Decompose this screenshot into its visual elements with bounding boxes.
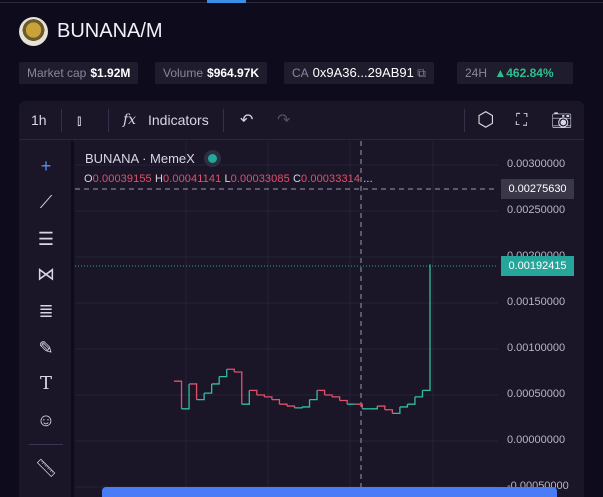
price-segment [174,380,183,409]
stat-label: Market cap [27,66,87,80]
candlestick-icon[interactable]: ⫾ [77,112,82,128]
active-tab-indicator [207,0,246,3]
y-tick-label: 0.00050000 [507,388,566,400]
more-indicator: ... [363,173,373,185]
divider [61,109,62,132]
price-segment [354,403,363,409]
price-segment [286,405,296,408]
price-segment [249,389,258,395]
y-tick-label: 0.00100000 [507,342,566,354]
market-cap-stat: Market cap $1.92M [19,62,139,84]
stat-label: 24H [465,66,488,80]
copy-icon[interactable]: ⧉ [417,66,426,80]
stat-value: $1.92M [90,66,131,80]
ohlc-readout: O0.00039155 H0.00041141 L0.00033085 C0.0… [84,173,373,185]
low-label: L [224,173,231,185]
indicators-button[interactable]: Indicators [148,112,209,128]
price-segment [219,369,228,378]
change-24h-stat: 24H ▲462.84% [457,62,573,84]
close-value: 0.00033314 [301,173,361,185]
crosshair-icon[interactable]: + [40,156,52,176]
stat-value: $964.97K [207,66,260,80]
drawing-toolbar: + ⟋ ☰ ⋈ ≣ ✎ T ☺ 📏︎ [19,141,74,497]
price-segment [279,403,288,407]
price-segment [294,406,303,409]
price-segment [399,404,409,408]
price-segment [414,390,424,398]
price-segment [332,396,341,401]
contract-address-stat[interactable]: CA 0x9A36...29AB91 ⧉ [284,62,434,84]
high-label: H [154,173,163,185]
y-tick-label: 0.00150000 [507,296,566,308]
price-segment [189,383,198,400]
ruler-icon[interactable]: 📏︎ [34,458,58,478]
price-segment [317,389,326,395]
emoji-icon[interactable]: ☺ [36,410,56,430]
y-tick-label: 0.00000000 [507,434,566,446]
price-segment [392,406,401,415]
last-price-tag: 0.00192415 [501,256,574,276]
price-segment [256,394,266,397]
price-segment [422,264,431,392]
redo-icon[interactable]: ↷ [277,112,291,129]
divider [108,109,109,132]
top-divider [0,2,603,3]
bottom-action-bar[interactable] [102,487,557,497]
chart-legend: BUNANA · MemeX [85,151,218,166]
price-segment [407,396,416,405]
price-segment [234,371,243,405]
open-value: 0.00039155 [92,173,152,185]
high-value: 0.00041141 [162,173,222,185]
stat-label: CA [292,66,309,80]
stat-value: ▲462.84% [494,66,554,80]
crosshair-price-tag: 0.00275630 [501,179,574,199]
undo-icon[interactable]: ↶ [240,112,254,129]
price-segment [181,383,190,410]
live-status-dot [208,154,218,163]
divider [29,444,63,445]
price-segment [377,405,386,410]
open-label: O [84,173,93,185]
pair-title: BUNANA/M [57,20,163,42]
price-segment [324,394,333,397]
price-segment [369,406,378,410]
camera-icon[interactable]: 📷︎ [551,111,573,130]
function-icon[interactable]: fx [123,112,137,128]
low-value: 0.00033085 [230,173,290,185]
fib-levels-icon[interactable]: ≣ [38,301,54,321]
close-label: C [292,173,301,185]
divider [223,109,224,132]
interval-button[interactable]: 1h [31,112,47,128]
y-tick-label: 0.00250000 [507,204,566,216]
price-segment [309,390,318,401]
price-segment [339,399,348,405]
volume-stat: Volume $964.97K [155,62,268,84]
stat-value: 0x9A36...29AB91 [312,65,414,80]
price-segment [204,383,213,394]
token-avatar [19,17,48,46]
chart-toolbar: 1h ⫾ fx Indicators ↶ ↷ ⬡ ⛶ 📷︎ [19,101,584,140]
price-segment [264,396,273,400]
stat-label: Volume [163,66,204,80]
fullscreen-icon[interactable]: ⛶ [516,112,528,129]
text-tool-icon[interactable]: T [39,373,52,394]
brush-icon[interactable]: ✎ [38,338,54,358]
price-segment [241,390,250,405]
y-tick-label: 0.00300000 [507,158,566,170]
divider [464,109,465,132]
price-segment [211,376,220,385]
settings-hexagon-icon[interactable]: ⬡ [477,109,495,131]
price-segment [384,409,394,414]
price-segment [226,368,235,372]
trend-line-icon[interactable]: ⟋ [39,192,53,212]
horizontal-lines-icon[interactable]: ☰ [37,229,55,249]
symbol-label: BUNANA · MemeX [85,151,195,166]
price-segment [196,393,205,401]
chart-panel: 1h ⫾ fx Indicators ↶ ↷ ⬡ ⛶ 📷︎ + ⟋ ☰ ⋈ ≣ … [19,101,584,497]
pattern-icon[interactable]: ⋈ [37,264,55,284]
price-segment [302,399,311,408]
price-segment [271,398,281,405]
